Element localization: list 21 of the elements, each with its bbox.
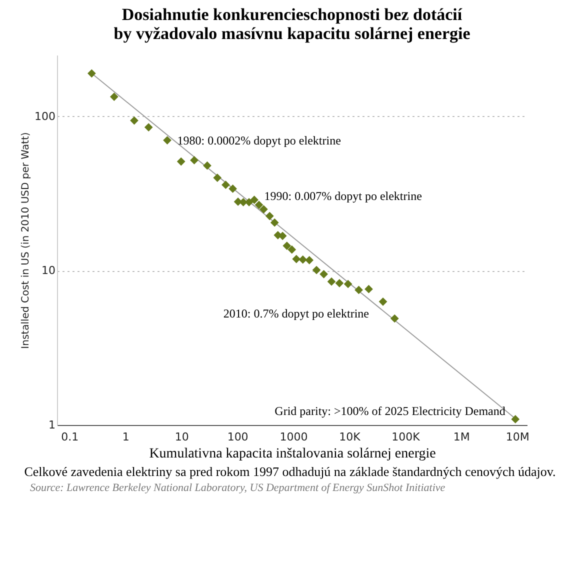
annotation: 1980: 0.0002% dopyt po elektrine (177, 133, 341, 148)
x-tick-label: 10 (174, 430, 189, 444)
y-tick-label: 10 (42, 264, 56, 278)
text: Celkové zavedenia elektriny sa pred rokom 1997 odhadujú na základe štandardných cenových údajov. (23, 464, 557, 480)
x-tick-label: 10K (339, 430, 362, 444)
chart-title: Dosiahnutie konkurencieschopnosti bez dotácií by vyžadovalo masívnu kapacitu solárnej energie (114, 5, 471, 43)
x-tick-label: 100 (227, 430, 248, 444)
y-axis-title: Installed Cost in US (in 2010 USD per Watt) (20, 132, 32, 349)
x-tick-label: 100K (392, 430, 421, 444)
x-tick-label: 0.1 (61, 430, 79, 444)
annotation: 1990: 0.007% dopyt po elektrine (264, 188, 422, 203)
annotation: Grid parity: >100% of 2025 Electricity Demand (274, 404, 506, 418)
x-tick-label: 10M (506, 430, 530, 444)
y-tick-label: 1 (48, 418, 56, 432)
x-tick-label: 1000 (280, 430, 308, 444)
y-tick-label: 100 (34, 110, 56, 123)
annotation: 2010: 0.7% dopyt po elektrine (223, 306, 369, 321)
x-tick-label: 1M (453, 430, 470, 444)
x-axis-title: Kumulativna kapacita inštalovania solárnej energie (149, 446, 436, 462)
x-tick-label: 1 (122, 430, 130, 444)
source-note: Source: Lawrence Berkeley National Laboratory, US Department of Energy SunShot Initiative (30, 482, 446, 494)
